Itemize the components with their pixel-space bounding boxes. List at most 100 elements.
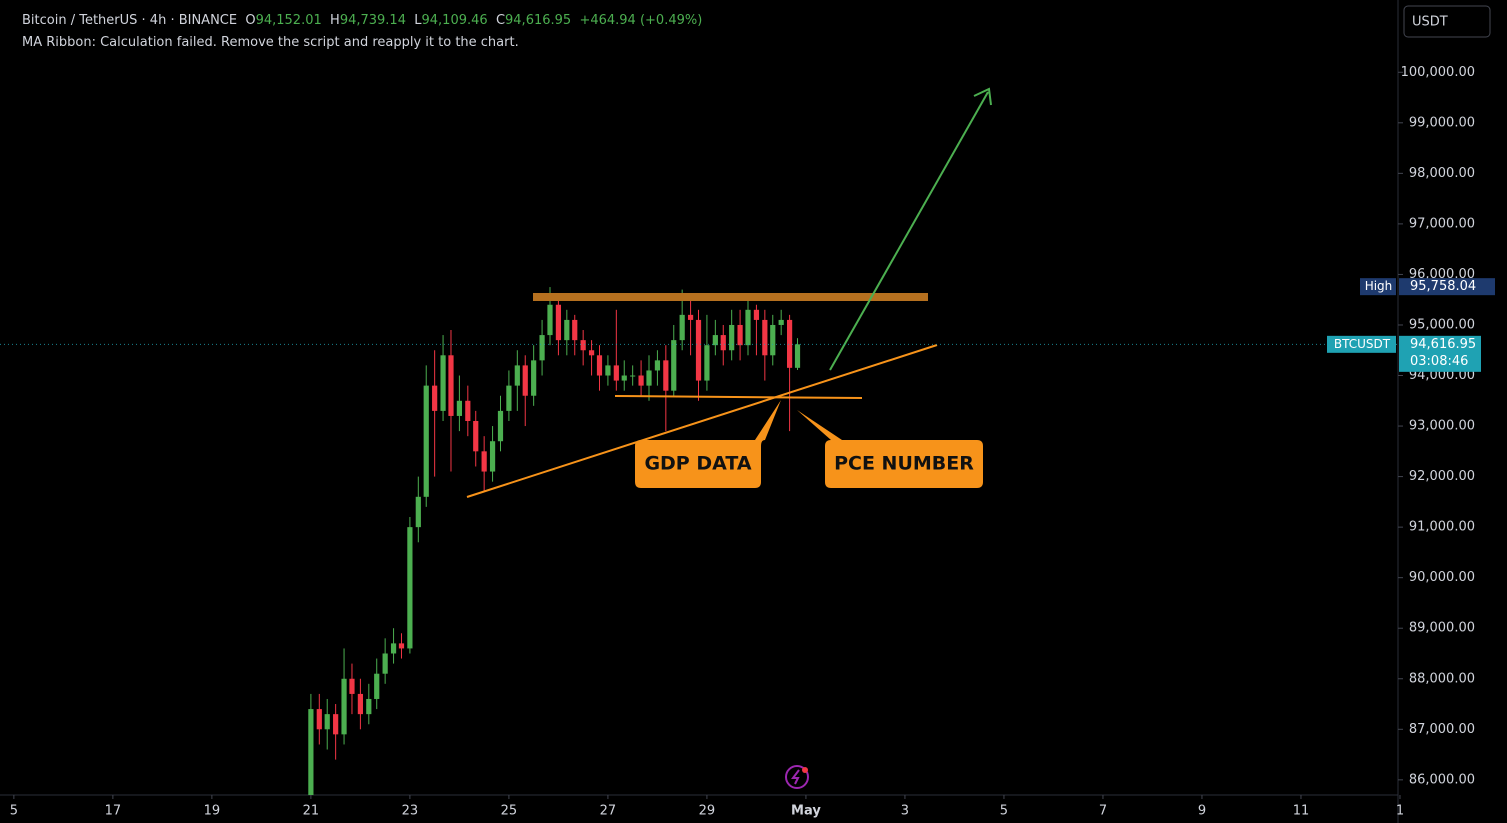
events-icon[interactable] (785, 765, 809, 789)
ohlc: O94,152.01 H94,739.14 L94,109.46 C94,616… (245, 13, 579, 28)
candle-body (522, 365, 528, 396)
candle-body (382, 653, 388, 674)
candle-body (555, 304, 562, 341)
candle (390, 628, 397, 664)
ohlc-value: 94,739.14 (339, 13, 406, 28)
candle (357, 678, 363, 730)
study-line: MA Ribbon: Calculation failed. Remove th… (22, 35, 519, 50)
annotation: PCE NUMBER (834, 453, 974, 475)
candle (432, 350, 438, 477)
events-icon-bolt (791, 769, 800, 785)
candle (514, 350, 520, 411)
y-tick-label: 100,000.00 (1401, 65, 1475, 80)
candle-body (349, 678, 355, 694)
candle-body (646, 370, 652, 386)
candle-body (531, 360, 537, 396)
candle (398, 633, 405, 659)
candle (729, 309, 735, 361)
projection-arrow (829, 91, 989, 371)
candle-body (671, 340, 677, 391)
candle-body (753, 309, 760, 320)
events-dot (802, 767, 808, 773)
candle-body (448, 355, 454, 416)
candle (638, 360, 644, 396)
candle-body (390, 643, 397, 654)
candle-body (630, 375, 636, 377)
candle (366, 683, 372, 725)
y-tick-label: 97,000.00 (1409, 216, 1475, 231)
candle-body (588, 350, 595, 356)
ohlc-key: O (245, 13, 256, 28)
candle-body (506, 385, 512, 411)
candle-body (794, 344, 801, 368)
candle (440, 335, 446, 422)
candle-body (465, 400, 471, 422)
candle (580, 330, 586, 366)
candle-body (695, 319, 702, 381)
candle-body (497, 410, 504, 442)
y-tick-label: 87,000.00 (1409, 722, 1475, 737)
candle (448, 330, 454, 472)
candle (423, 365, 429, 507)
x-tick-label: 23 (402, 804, 419, 819)
support-line (614, 395, 863, 399)
candle (704, 314, 710, 391)
candle-body (605, 365, 611, 376)
candle-body (456, 400, 462, 416)
candle (654, 350, 661, 386)
candle-body (440, 355, 446, 411)
candle (778, 309, 784, 336)
change: +464.94 (+0.49%) (579, 13, 703, 28)
plot-area (308, 287, 801, 795)
y-tick-label: 89,000.00 (1409, 621, 1475, 636)
candle (720, 324, 726, 366)
x-tick-label: 1 (1396, 804, 1404, 819)
callout-gdp (635, 400, 781, 488)
candle-body (729, 324, 735, 351)
candle (349, 663, 355, 715)
y-tick-label: 92,000.00 (1409, 469, 1475, 484)
currency-button[interactable] (1403, 5, 1491, 38)
candle (687, 294, 694, 356)
ohlc-value: 94,152.01 (255, 13, 322, 28)
ohlc-value: 94,616.95 (505, 13, 572, 28)
y-tick-label: 90,000.00 (1409, 570, 1475, 585)
callout-pce (797, 410, 983, 488)
candle (794, 338, 801, 370)
candle (531, 345, 537, 406)
symbol-line: Bitcoin / TetherUS · 4h · BINANCE O94,15… (22, 10, 702, 32)
price-tag-name-box (1327, 335, 1396, 353)
candle (341, 648, 347, 745)
candle-body (432, 385, 438, 411)
candle-body (481, 451, 487, 472)
candle (596, 345, 603, 391)
candle-body (762, 319, 768, 356)
candle-body (374, 673, 380, 699)
candle (316, 693, 322, 745)
legend-header: Bitcoin / TetherUS · 4h · BINANCE O94,15… (22, 10, 702, 54)
y-tick-label: 93,000.00 (1409, 419, 1475, 434)
candle (506, 370, 512, 422)
candle (564, 309, 570, 356)
x-tick-label: 29 (699, 804, 716, 819)
candle-body (580, 340, 586, 351)
currency-label: USDT (1412, 15, 1448, 30)
trend-line (466, 344, 938, 498)
candle-body (564, 319, 570, 341)
y-tick-label: 86,000.00 (1409, 772, 1475, 787)
candle (753, 304, 760, 356)
candle-body (473, 421, 479, 452)
candle (613, 309, 619, 391)
candle (407, 517, 413, 654)
ohlc-value: 94,109.46 (421, 13, 488, 28)
candle (382, 638, 388, 684)
candle-body (316, 709, 322, 730)
candle (374, 658, 380, 710)
candle (671, 324, 677, 396)
candle-body (357, 693, 363, 715)
candle-body (621, 375, 627, 381)
candle-body (613, 365, 619, 381)
candle (762, 309, 768, 381)
y-tick-label: 99,000.00 (1409, 115, 1475, 130)
